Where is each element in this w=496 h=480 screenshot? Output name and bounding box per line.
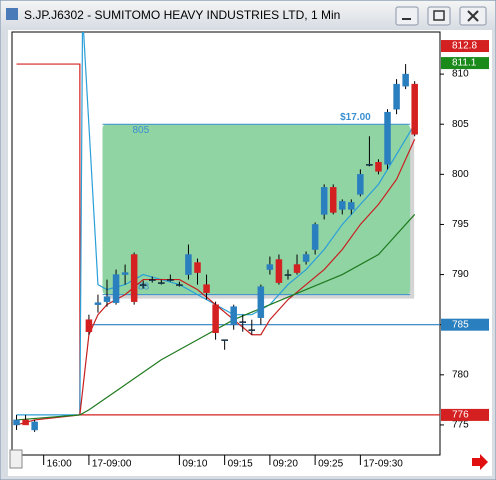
candle-body <box>248 329 256 331</box>
x-tick-label: 17-09:30 <box>363 459 403 470</box>
x-tick-label: 09:25 <box>318 459 343 470</box>
candle-body <box>284 274 292 276</box>
candle-body <box>130 254 138 302</box>
price-marker-label: 811.1 <box>452 58 477 69</box>
scroll-right-arrow[interactable] <box>472 454 488 470</box>
candle-body <box>275 259 283 283</box>
price-marker-label: 785 <box>452 319 469 330</box>
candle-body <box>176 284 183 286</box>
candle-body <box>230 306 237 325</box>
candle-body <box>329 187 337 213</box>
candle-body <box>158 282 165 284</box>
price-marker <box>441 318 489 331</box>
candle-body <box>257 286 265 318</box>
candle-body <box>103 296 111 302</box>
candle-body <box>375 162 382 172</box>
candle-body <box>22 419 29 426</box>
y-tick-label: 780 <box>452 369 469 380</box>
indicator-line <box>16 63 440 416</box>
candle-body <box>112 274 120 303</box>
price-marker <box>441 57 489 70</box>
candle-body <box>194 262 201 273</box>
y-tick-label: 795 <box>452 219 469 230</box>
y-tick-label: 790 <box>452 269 469 280</box>
zone-annotation: $17.00 <box>340 112 371 123</box>
axis-layer: 775 780 785 790 795 800 805 810 16:00 17-09:00 09:… <box>43 40 489 470</box>
maximize-button[interactable] <box>427 6 451 26</box>
x-tick-label: 16:00 <box>47 459 72 470</box>
y-tick-label: 800 <box>452 169 469 180</box>
x-tick-label: 09:20 <box>273 459 298 470</box>
candle-body <box>393 83 400 110</box>
candle-body <box>221 339 228 341</box>
candle-body <box>366 164 373 166</box>
candle-body <box>357 174 364 195</box>
zone-top-label: 805 <box>132 125 149 136</box>
candle-body <box>167 279 174 281</box>
close-icon <box>467 10 479 22</box>
candle-body <box>311 224 319 250</box>
candle-body <box>13 419 20 426</box>
candle-body <box>411 83 418 135</box>
candle-body <box>139 284 147 286</box>
candle-body <box>293 264 301 273</box>
candle-body <box>384 111 391 165</box>
price-marker-label: 812.8 <box>452 41 477 52</box>
x-tick-label: 17-09:00 <box>92 459 132 470</box>
candle-body <box>149 279 156 281</box>
candle-body <box>266 264 274 270</box>
candle-body <box>239 321 246 323</box>
candle-body <box>85 319 93 332</box>
candle-body <box>212 304 219 333</box>
candle-body <box>302 254 310 262</box>
candle-body <box>31 421 38 431</box>
y-tick-label: 810 <box>452 69 469 80</box>
window-title: S.JP.J6302 - SUMITOMO HEAVY INDUSTRIES L… <box>24 8 340 22</box>
candle-body <box>203 284 210 293</box>
candle-body <box>94 302 102 305</box>
candle-body <box>121 272 129 275</box>
candle-body <box>320 187 328 215</box>
app-icon <box>6 8 18 20</box>
zone <box>102 124 411 295</box>
plot-layer: 805 788 $17.00 <box>13 32 440 432</box>
candle-body <box>339 201 346 210</box>
minimize-button[interactable] <box>395 6 419 26</box>
zone-bottom-label: 788 <box>132 281 149 292</box>
candle-body <box>348 202 355 210</box>
scroll-box[interactable] <box>9 449 23 469</box>
candle-body <box>185 254 192 275</box>
price-marker-label: 776 <box>452 410 469 421</box>
price-marker <box>441 408 489 421</box>
y-tick-label: 775 <box>452 420 469 431</box>
maximize-icon <box>433 10 445 21</box>
x-tick-label: 09:10 <box>182 459 207 470</box>
y-tick-label: 805 <box>452 119 469 130</box>
x-tick-label: 09:15 <box>228 459 253 470</box>
candle-body <box>402 73 409 87</box>
price-marker <box>441 40 489 53</box>
